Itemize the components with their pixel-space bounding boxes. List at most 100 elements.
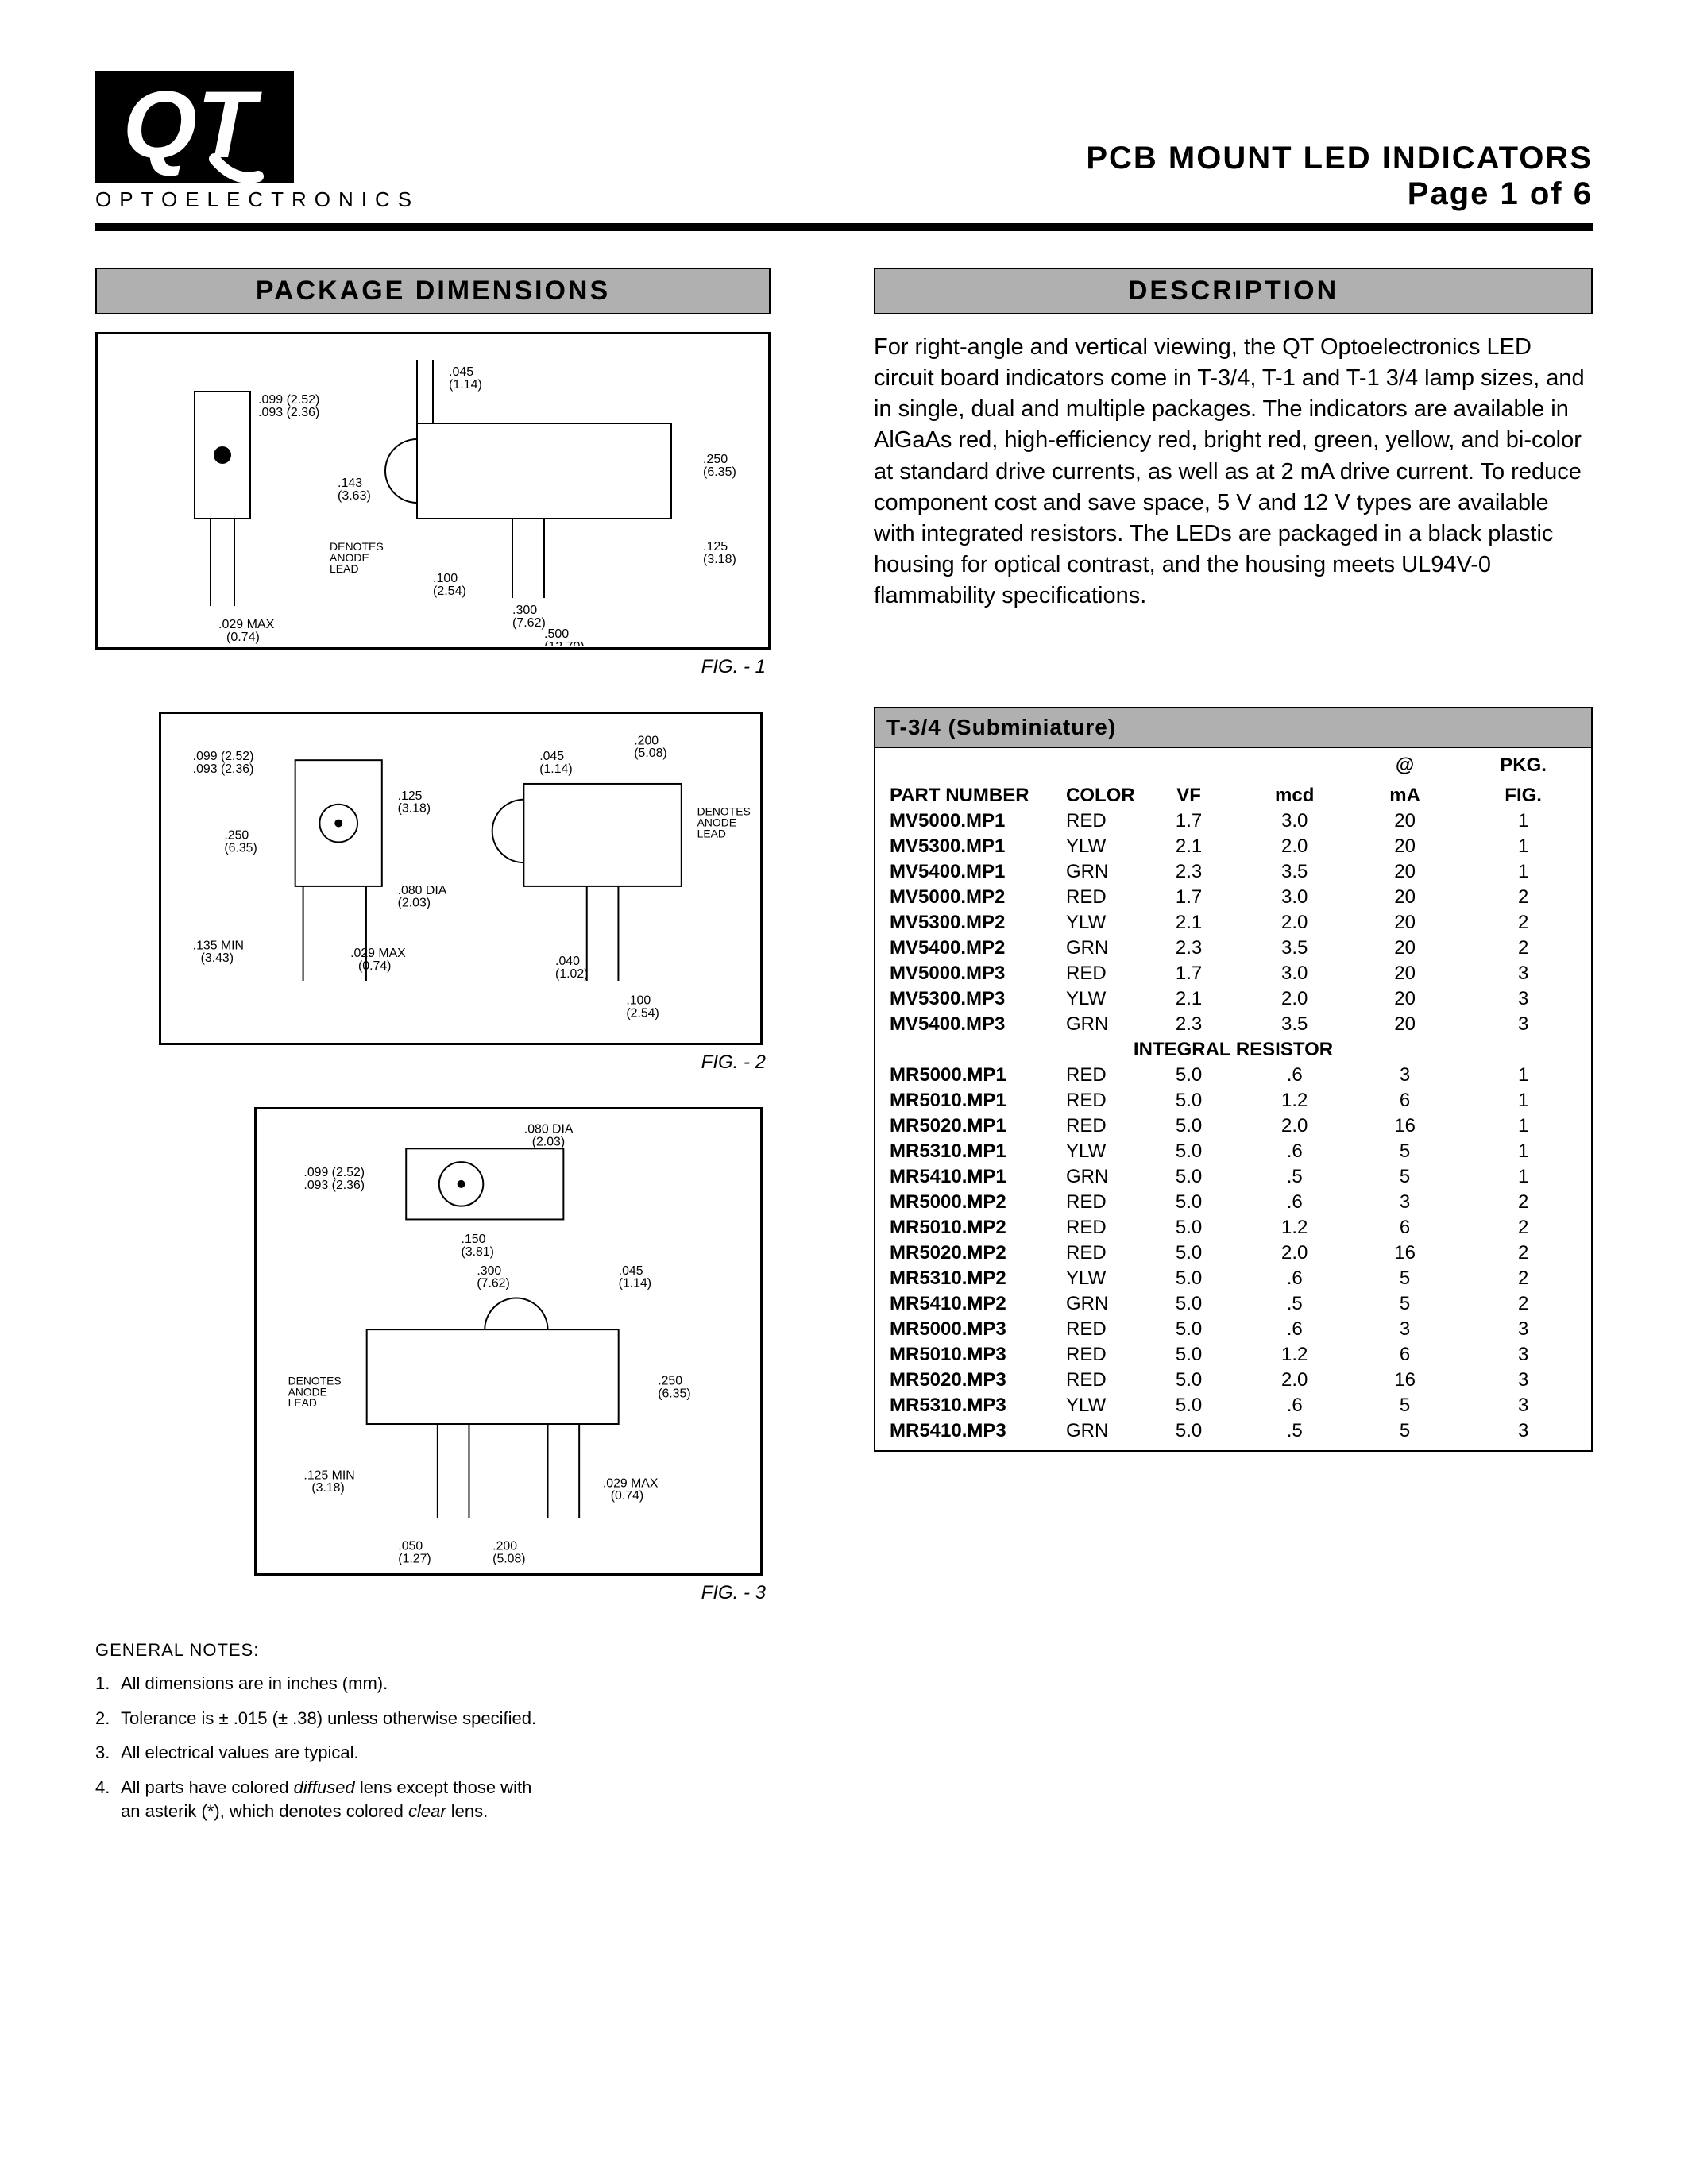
cell-vf: 5.0 [1143,1418,1235,1450]
svg-text:(3.18): (3.18) [703,553,736,566]
cell-pn: MR5020.MP3 [875,1368,1058,1393]
table-row: MV5300.MP2YLW2.12.0202 [875,910,1591,936]
svg-text:(7.62): (7.62) [512,616,546,630]
svg-text:.100: .100 [626,994,651,1008]
cell-vf: 5.0 [1143,1190,1235,1215]
cell-fig: 3 [1455,1418,1591,1450]
svg-text:(1.14): (1.14) [619,1277,651,1291]
cell-vf: 2.1 [1143,834,1235,859]
cell-pn: MV5400.MP3 [875,1012,1058,1037]
cell-pn: MR5010.MP2 [875,1215,1058,1241]
cell-ma: 16 [1354,1113,1455,1139]
cell-ma: 5 [1354,1266,1455,1291]
figure-3-caption: FIG. - 3 [95,1582,766,1604]
figure-3-box: .080 DIA(2.03) .099 (2.52).093 (2.36) .1… [254,1107,763,1576]
cell-fig: 3 [1455,961,1591,986]
svg-text:.050: .050 [398,1540,423,1553]
cell-vf: 5.0 [1143,1393,1235,1418]
cell-fig: 2 [1455,1266,1591,1291]
svg-text:.200: .200 [634,734,659,747]
logo-letters: QT [123,71,262,178]
cell-vf: 2.1 [1143,986,1235,1012]
table-row: MR5310.MP3YLW5.0.653 [875,1393,1591,1418]
table-row: MR5000.MP1RED5.0.631 [875,1063,1591,1088]
cell-mcd: 3.0 [1234,961,1354,986]
cell-fig: 3 [1455,1393,1591,1418]
svg-text:.029 MAX: .029 MAX [218,618,275,631]
cell-mcd: .5 [1234,1291,1354,1317]
spec-table-body: @ PKG. PART NUMBER COLOR VF mcd mA FIG. … [875,748,1591,1450]
cell-fig: 1 [1455,808,1591,834]
figure-2-diagram: .099 (2.52).093 (2.36) .125(3.18) .250(6… [161,712,760,1045]
svg-text:(3.63): (3.63) [338,489,371,503]
left-column: PACKAGE DIMENSIONS .0 [95,268,771,1834]
table-row: MR5000.MP3RED5.0.633 [875,1317,1591,1342]
svg-text:(2.03): (2.03) [398,897,431,910]
cell-color: RED [1058,808,1143,834]
svg-text:(3.18): (3.18) [398,802,431,816]
col-vf: VF [1143,778,1235,808]
cell-vf: 5.0 [1143,1241,1235,1266]
col-ma: mA [1354,778,1455,808]
header: QT OPTOELECTRONICS PCB MOUNT LED INDICAT… [95,71,1593,212]
cell-ma: 20 [1354,834,1455,859]
figure-1-caption: FIG. - 1 [95,656,766,678]
cell-pn: MV5300.MP1 [875,834,1058,859]
cell-color: YLW [1058,834,1143,859]
cell-mcd: .6 [1234,1393,1354,1418]
cell-ma: 3 [1354,1190,1455,1215]
cell-ma: 20 [1354,986,1455,1012]
cell-vf: 5.0 [1143,1317,1235,1342]
svg-text:(0.74): (0.74) [358,959,391,973]
table-row: MR5010.MP3RED5.01.263 [875,1342,1591,1368]
svg-text:(7.62): (7.62) [477,1277,509,1291]
svg-text:(3.18): (3.18) [311,1481,344,1495]
svg-text:(6.35): (6.35) [658,1387,690,1400]
svg-text:.300: .300 [477,1264,501,1278]
cell-fig: 2 [1455,1190,1591,1215]
svg-text:(1.14): (1.14) [539,762,572,776]
cell-mcd: 1.2 [1234,1088,1354,1113]
spec-table: T-3/4 (Subminiature) @ PKG. PART NUMBER … [874,707,1593,1452]
svg-text:.045: .045 [539,750,564,763]
cell-mcd: .6 [1234,1317,1354,1342]
svg-text:.100: .100 [433,572,458,585]
col-color: COLOR [1058,778,1143,808]
cell-color: RED [1058,1063,1143,1088]
cell-ma: 5 [1354,1393,1455,1418]
cell-ma: 16 [1354,1241,1455,1266]
cell-vf: 5.0 [1143,1164,1235,1190]
cell-ma: 20 [1354,961,1455,986]
svg-text:(1.02): (1.02) [555,967,588,981]
svg-text:(12.70): (12.70) [544,640,585,646]
table-row: MV5000.MP2RED1.73.0202 [875,885,1591,910]
spec-table-title: T-3/4 (Subminiature) [875,708,1591,748]
cell-pn: MR5410.MP2 [875,1291,1058,1317]
cell-pn: MV5000.MP1 [875,808,1058,834]
cell-color: RED [1058,1342,1143,1368]
cell-fig: 2 [1455,885,1591,910]
svg-text:LEAD: LEAD [288,1396,317,1409]
cell-ma: 5 [1354,1418,1455,1450]
note-item: 3.All electrical values are typical. [95,1741,771,1765]
page: QT OPTOELECTRONICS PCB MOUNT LED INDICAT… [0,0,1688,1905]
cell-ma: 16 [1354,1368,1455,1393]
cell-mcd: 2.0 [1234,910,1354,936]
right-column: DESCRIPTION For right-angle and vertical… [874,268,1593,1834]
cell-color: RED [1058,1368,1143,1393]
cell-color: RED [1058,1190,1143,1215]
description-text: For right-angle and vertical viewing, th… [874,332,1593,612]
svg-text:(5.08): (5.08) [634,747,666,760]
svg-text:.029 MAX: .029 MAX [603,1476,659,1490]
svg-text:(3.81): (3.81) [462,1245,494,1259]
table-row: MV5000.MP3RED1.73.0203 [875,961,1591,986]
cell-mcd: 3.0 [1234,808,1354,834]
cell-fig: 1 [1455,859,1591,885]
cell-mcd: .5 [1234,1418,1354,1450]
cell-vf: 5.0 [1143,1088,1235,1113]
cell-color: GRN [1058,1012,1143,1037]
cell-pn: MR5310.MP3 [875,1393,1058,1418]
cell-mcd: .6 [1234,1139,1354,1164]
table-row: MR5310.MP1YLW5.0.651 [875,1139,1591,1164]
cell-pn: MV5300.MP3 [875,986,1058,1012]
